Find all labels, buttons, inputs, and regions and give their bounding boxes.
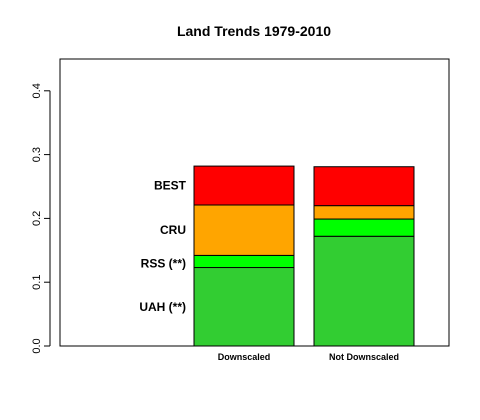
series-label: UAH (**) <box>139 300 186 314</box>
chart-title: Land Trends 1979-2010 <box>177 23 331 39</box>
bar-segment <box>313 166 415 207</box>
bar-segment <box>193 204 295 256</box>
y-tick-label: 0.3 <box>31 147 43 162</box>
y-tick-label: 0.0 <box>31 338 43 353</box>
y-tick-label: 0.4 <box>31 83 43 98</box>
y-tick-label: 0.2 <box>31 211 43 226</box>
bar-segment <box>193 267 295 347</box>
series-labels: UAH (**) RSS (**) CRU BEST <box>139 179 186 314</box>
bar-segment <box>313 218 415 237</box>
bars <box>193 165 415 347</box>
bar-segment <box>193 165 295 206</box>
bar-segment <box>313 205 415 220</box>
y-axis: 0.0 0.1 0.2 0.3 0.4 <box>31 83 51 354</box>
bar-segment <box>313 235 415 347</box>
bar-segment <box>193 254 295 269</box>
x-category-label: Not Downscaled <box>329 352 399 362</box>
series-label: BEST <box>154 179 187 193</box>
x-axis-labels: Downscaled Not Downscaled <box>218 352 399 362</box>
x-category-label: Downscaled <box>218 352 271 362</box>
y-tick-label: 0.1 <box>31 275 43 290</box>
series-label: CRU <box>160 223 186 237</box>
series-label: RSS (**) <box>141 256 186 270</box>
